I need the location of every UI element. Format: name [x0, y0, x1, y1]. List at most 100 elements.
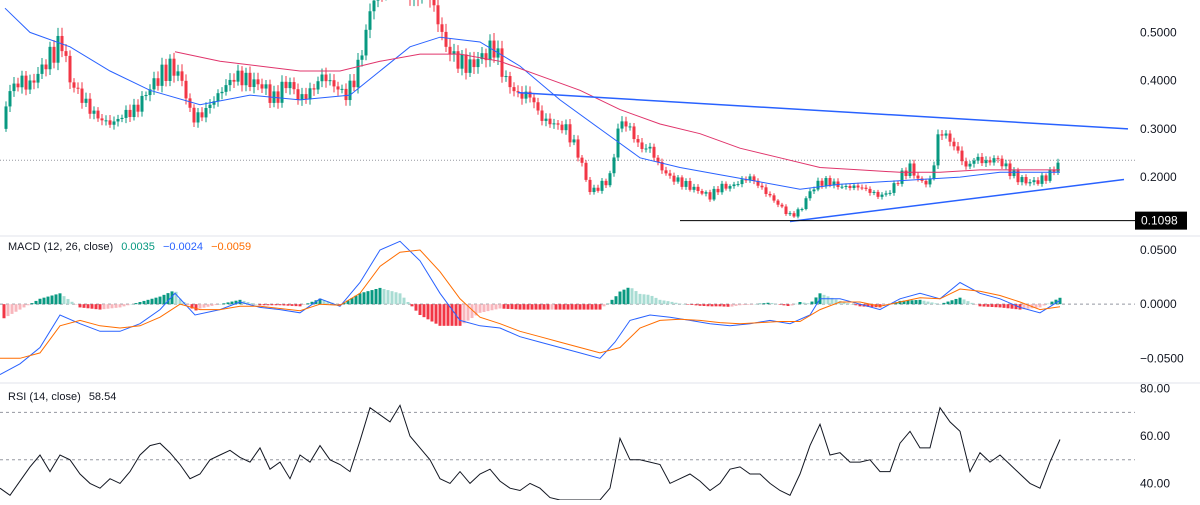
macd-histogram-bar: [906, 300, 910, 305]
macd-histogram-bar: [138, 302, 142, 305]
macd-histogram-bar: [562, 304, 566, 310]
candle-body: [888, 192, 892, 194]
candle-body: [72, 82, 76, 88]
candle-body: [480, 53, 484, 60]
macd-histogram-bar: [90, 304, 94, 309]
macd-histogram-bar: [226, 302, 230, 305]
candle-body: [792, 213, 796, 217]
candle-body: [620, 121, 624, 129]
macd-histogram-bar: [382, 289, 386, 305]
candle-body: [436, 5, 440, 25]
macd-histogram-bar: [490, 304, 494, 311]
candle-body: [192, 107, 196, 123]
macd-histogram-bar: [994, 304, 998, 308]
candle-body: [252, 79, 256, 88]
candle-body: [700, 190, 704, 194]
candle-body: [988, 160, 992, 163]
macd-histogram-bar: [66, 298, 70, 305]
candle-body: [508, 76, 512, 88]
macd-histogram-bar: [590, 304, 594, 310]
candle-body: [524, 91, 528, 99]
macd-histogram-bar: [750, 304, 754, 305]
macd-histogram-bar: [702, 304, 706, 307]
candle-body: [92, 110, 96, 114]
candle-body: [264, 84, 268, 89]
candle-body: [536, 102, 540, 111]
axis-tick-label: 0.0000: [1140, 297, 1177, 311]
macd-histogram-bar: [14, 304, 18, 312]
macd-histogram-bar: [410, 304, 414, 307]
macd-histogram-bar: [858, 304, 862, 307]
price-axis[interactable]: 0.60000.50000.40000.30000.20000.05000.00…: [1135, 0, 1187, 490]
macd-histogram-bar: [278, 304, 282, 306]
candle-body: [908, 163, 912, 176]
candle-body: [924, 180, 928, 185]
macd-histogram-bar: [314, 300, 318, 305]
candle-body: [16, 83, 20, 88]
macd-histogram-bar: [510, 304, 514, 310]
candle-body: [604, 180, 608, 186]
candle-body: [912, 163, 916, 176]
macd-histogram-bar: [746, 304, 750, 305]
lower-trendline: [789, 178, 1125, 223]
price-pane[interactable]: [0, 0, 1135, 223]
macd-histogram-bar: [2, 304, 6, 319]
macd-histogram-bar: [354, 295, 358, 305]
macd-histogram-bar: [814, 297, 818, 305]
macd-pane[interactable]: [0, 240, 1135, 376]
macd-histogram-bar: [950, 300, 954, 305]
candle-body: [144, 95, 148, 97]
rsi-title: RSI (14, close): [8, 391, 81, 403]
candle-body: [464, 54, 468, 73]
macd-histogram-bar: [650, 295, 654, 305]
candle-body: [736, 184, 740, 186]
candle-body: [244, 72, 248, 86]
candle-body: [956, 146, 960, 151]
macd-histogram-bar: [470, 304, 474, 319]
candle-body: [348, 80, 352, 101]
macd-histogram-bar: [914, 300, 918, 305]
rsi-legend[interactable]: RSI (14, close) 58.54: [8, 391, 121, 403]
macd-histogram-bar: [742, 304, 746, 306]
candle-body: [516, 91, 520, 93]
candle-body: [440, 24, 444, 32]
candle-body: [356, 59, 360, 88]
candle-body: [756, 180, 760, 186]
candle-body: [1052, 169, 1056, 172]
macd-histogram-bar: [458, 304, 462, 326]
macd-value: 0.0035: [121, 241, 155, 253]
axis-tick-label: 0.5000: [1140, 25, 1177, 39]
candle-body: [184, 80, 188, 99]
candle-body: [1012, 170, 1016, 177]
candle-body: [96, 110, 100, 119]
macd-histogram-bar: [670, 301, 674, 305]
macd-histogram-bar: [178, 298, 182, 305]
macd-histogram-bar: [922, 300, 926, 305]
candle-body: [296, 89, 300, 100]
candle-body: [588, 179, 592, 193]
candle-body: [896, 183, 900, 185]
candle-body: [292, 82, 296, 90]
macd-histogram-bar: [302, 304, 306, 305]
macd-legend[interactable]: MACD (12, 26, close) 0.0035 −0.0024 −0.0…: [8, 241, 256, 253]
macd-histogram-bar: [150, 298, 154, 305]
candle-body: [1028, 182, 1032, 184]
candle-body: [712, 188, 716, 200]
candle-body: [472, 59, 476, 68]
macd-histogram-bar: [98, 304, 102, 310]
candle-body: [788, 213, 792, 215]
macd-histogram-bar: [262, 304, 266, 306]
candle-body: [780, 204, 784, 207]
candle-body: [276, 91, 280, 103]
macd-histogram-bar: [918, 299, 922, 305]
macd-histogram-bar: [130, 304, 134, 305]
rsi-pane[interactable]: [0, 404, 1135, 501]
candle-body: [868, 188, 872, 193]
macd-histogram-bar: [754, 304, 758, 305]
candle-body: [84, 98, 88, 103]
macd-histogram-bar: [70, 301, 74, 305]
candle-body: [592, 187, 596, 193]
macd-histogram-bar: [266, 304, 270, 306]
axis-tick-label: 0.4000: [1140, 74, 1177, 88]
candle-body: [44, 64, 48, 70]
